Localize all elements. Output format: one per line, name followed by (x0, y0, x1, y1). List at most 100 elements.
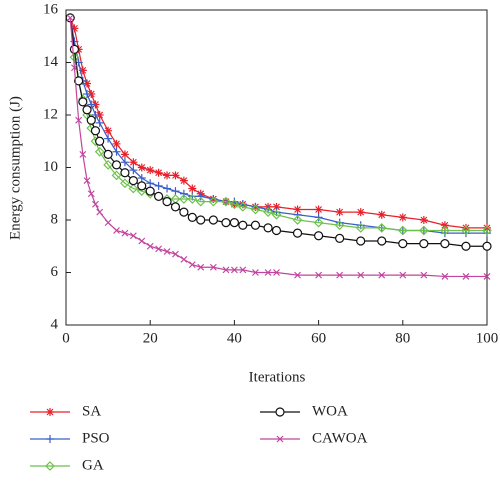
marker (120, 168, 130, 178)
marker (154, 191, 164, 201)
marker-stroke (399, 271, 407, 279)
marker (128, 183, 139, 194)
marker (188, 261, 196, 269)
marker (440, 225, 450, 236)
marker (129, 166, 138, 175)
marker (92, 200, 99, 208)
marker-shape (195, 196, 206, 207)
marker-shape (461, 241, 471, 251)
marker-shape (111, 160, 122, 170)
plot-frame (65, 9, 488, 326)
marker-shape (334, 220, 345, 231)
marker (419, 225, 429, 236)
marker-shape (86, 115, 96, 125)
marker-stroke (252, 269, 259, 276)
marker-stroke (46, 408, 54, 416)
marker-shape (335, 233, 345, 243)
marker (376, 223, 387, 233)
marker (293, 210, 302, 219)
marker (94, 146, 105, 157)
y-tick-label: 12 (43, 106, 58, 122)
marker-shape (74, 76, 84, 86)
y-tick-label: 6 (51, 264, 59, 280)
marker (120, 158, 129, 167)
marker-shape (238, 220, 248, 230)
marker-stroke (79, 150, 87, 158)
marker (197, 263, 205, 271)
marker (263, 223, 273, 233)
marker (90, 126, 101, 136)
x-tick-label: 40 (227, 330, 242, 346)
marker-shape (111, 170, 122, 181)
marker-stroke (83, 80, 91, 87)
marker-stroke (188, 185, 196, 192)
y-tick-label: 8 (51, 211, 59, 227)
marker (355, 223, 366, 233)
marker-stroke (483, 273, 491, 280)
marker (264, 269, 272, 276)
marker (95, 136, 105, 146)
legend-label: GA (82, 457, 104, 473)
marker-shape (275, 407, 285, 417)
marker-stroke (294, 271, 301, 279)
marker (221, 218, 231, 228)
marker-stroke (357, 208, 365, 216)
marker (399, 271, 407, 279)
marker (154, 181, 163, 190)
marker-shape (103, 160, 113, 170)
x-tick-label: 80 (395, 330, 410, 346)
marker-stroke (163, 171, 171, 179)
marker (419, 216, 428, 224)
marker (87, 100, 96, 109)
marker (196, 192, 205, 201)
marker-stroke (75, 116, 83, 124)
marker-shape (482, 225, 492, 236)
marker (356, 236, 366, 246)
marker-shape (271, 209, 282, 220)
marker (82, 105, 92, 115)
marker-stroke (209, 263, 217, 271)
marker (334, 220, 345, 231)
marker-shape (440, 225, 450, 236)
marker-shape (314, 231, 324, 241)
marker-shape (196, 215, 206, 225)
marker-shape (179, 207, 189, 217)
marker-shape (78, 97, 88, 107)
marker (170, 202, 181, 212)
marker (398, 213, 407, 222)
marker (163, 171, 172, 180)
series-line (69, 17, 487, 229)
marker-stroke (294, 206, 301, 213)
marker-shape (170, 202, 181, 212)
marker (104, 219, 112, 227)
marker (112, 139, 121, 148)
marker-stroke (96, 208, 104, 216)
marker-shape (229, 199, 240, 210)
marker-stroke (113, 140, 120, 148)
marker-shape (128, 183, 139, 194)
marker (229, 199, 240, 210)
marker (103, 160, 113, 170)
marker-stroke (180, 177, 188, 185)
marker-stroke (315, 271, 323, 279)
x-tick-label: 60 (311, 330, 326, 346)
marker-stroke (378, 271, 386, 279)
marker-shape (208, 215, 218, 225)
marker (377, 236, 387, 246)
marker-stroke (66, 14, 74, 22)
x-tick-label: 20 (143, 330, 158, 346)
marker-stroke (180, 255, 188, 263)
marker (146, 179, 155, 188)
marker-shape (82, 105, 92, 115)
marker (155, 245, 163, 253)
marker (271, 225, 282, 236)
marker (461, 225, 471, 236)
marker-stroke (441, 221, 449, 229)
marker-stroke (129, 232, 137, 240)
marker-shape (356, 236, 366, 246)
marker (196, 215, 206, 225)
marker (171, 187, 180, 196)
marker (75, 116, 83, 124)
marker-shape (419, 239, 429, 249)
marker (252, 269, 259, 276)
